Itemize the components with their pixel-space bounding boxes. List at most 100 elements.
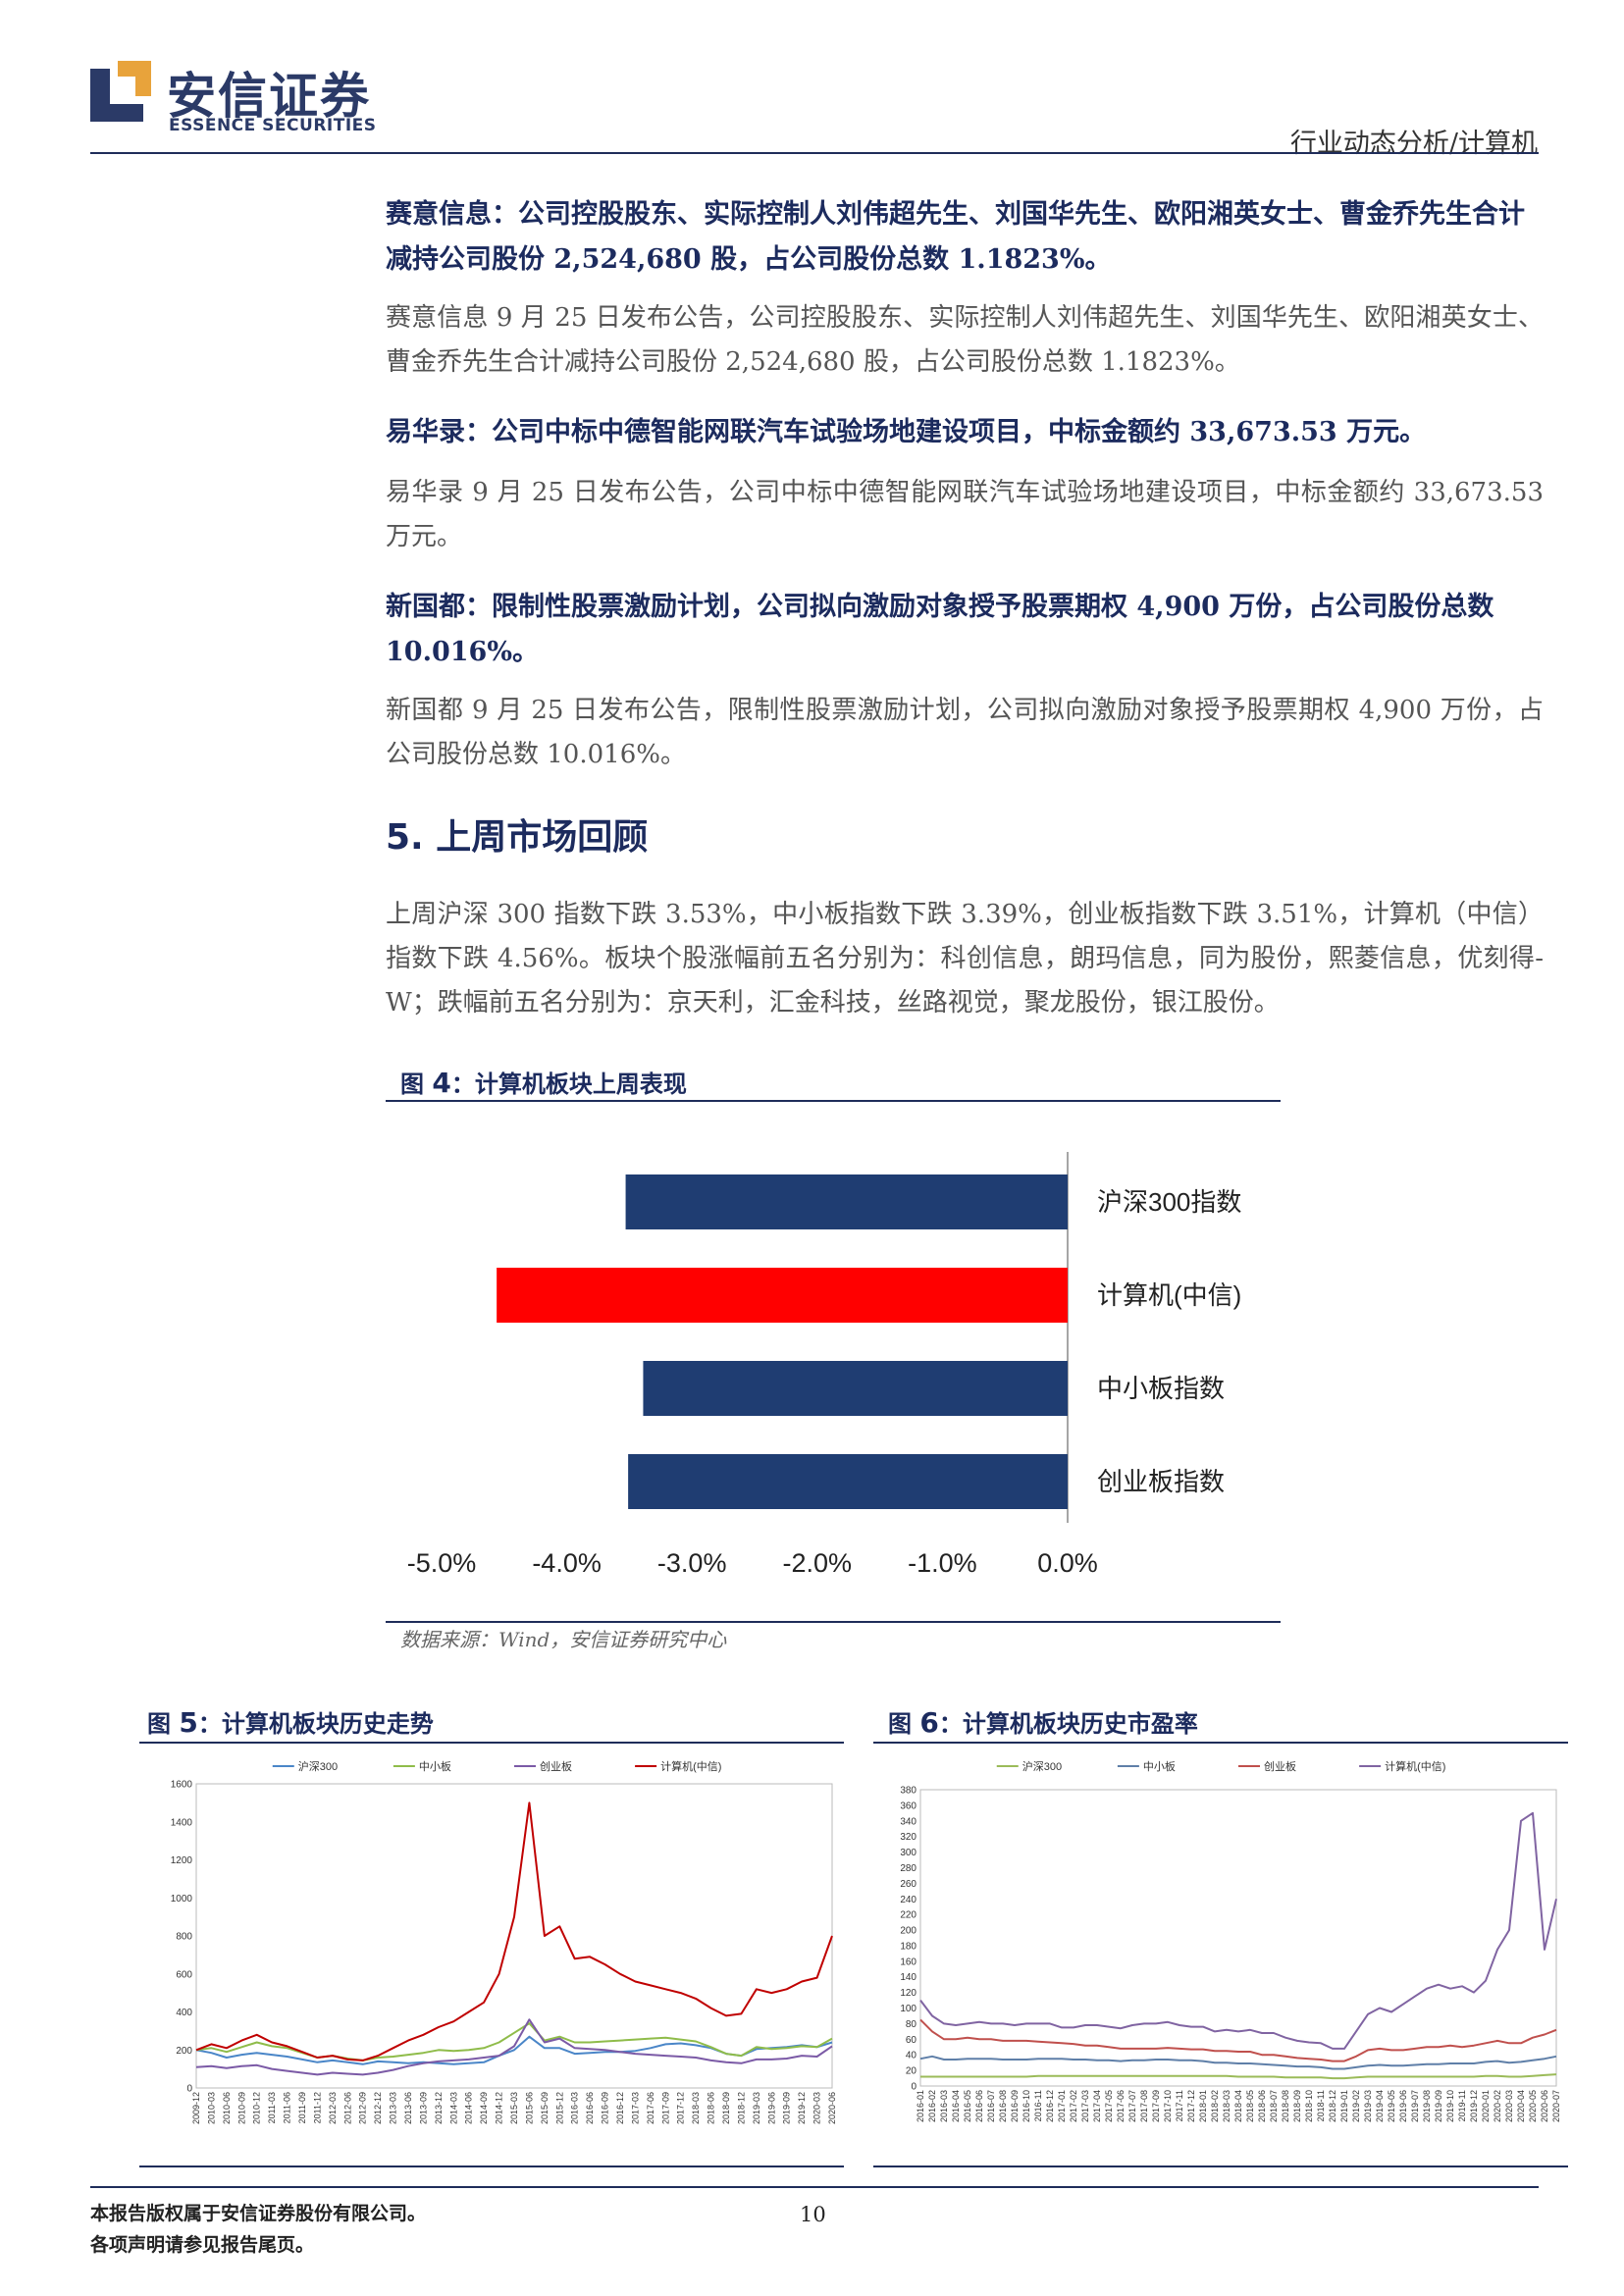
figure-6-line-chart: 沪深300 中小板 创业板 计算机(中信) 0 20 40 60 80 100 120 140 160 1… <box>900 1759 1561 2122</box>
x-tick-label: 2020-05 <box>1528 2090 1538 2122</box>
x-tick-label: 2017-06 <box>646 2092 655 2124</box>
y-tick-label: 1000 <box>171 1894 193 1905</box>
legend-label: 沪深300 <box>1022 1759 1062 1773</box>
figure-5-bottom-rule <box>139 2166 844 2167</box>
x-tick-label: 2014-03 <box>448 2092 458 2124</box>
y-tick-label: 240 <box>900 1895 917 1905</box>
x-tick-label: 2016-10 <box>1022 2090 1031 2122</box>
series-line-2 <box>919 2018 1557 2062</box>
x-tick-label: 2017-05 <box>1104 2090 1114 2122</box>
news-headline: 赛意信息：公司控股股东、实际控制人刘伟超先生、刘国华先生、欧阳湘英女士、曹金乔先… <box>386 199 1525 275</box>
bar-category-label: 创业板指数 <box>1097 1467 1225 1496</box>
logo-chinese-name: 安信证券 <box>167 68 371 125</box>
news-body: 易华录 9 月 25 日发布公告，公司中标中德智能网联汽车试验场地建设项目，中标… <box>386 478 1544 551</box>
legend-label: 计算机(中信) <box>1385 1759 1445 1773</box>
series-line-2 <box>195 2018 833 2076</box>
x-tick-label: 2019-02 <box>1351 2090 1361 2122</box>
x-tick-label: 2019-03 <box>1363 2090 1373 2122</box>
x-tick-label: 2012-09 <box>358 2092 368 2124</box>
x-tick-label: 2020-06 <box>827 2092 837 2124</box>
x-tick-label: 2019-12 <box>797 2092 807 2124</box>
x-tick-label: 2013-06 <box>403 2092 413 2124</box>
y-tick-label: 200 <box>900 1926 917 1937</box>
x-tick-label: -3.0% <box>657 1548 727 1578</box>
x-tick-label: 2016-06 <box>585 2092 595 2124</box>
bar-3 <box>628 1454 1068 1509</box>
plot-frame <box>919 1789 1557 2087</box>
bar-category-label: 中小板指数 <box>1097 1374 1225 1403</box>
x-tick-label: -4.0% <box>532 1548 602 1578</box>
figure-5-title: 图 5：计算机板块历史走势 <box>147 1704 434 1739</box>
x-tick-label: 2016-08 <box>998 2090 1008 2122</box>
footer-copyright: 本报告版权属于安信证券股份有限公司。 <box>90 2203 427 2224</box>
logo-english-name: ESSENCE SECURITIES <box>169 116 377 135</box>
x-tick-label: 2018-03 <box>691 2092 701 2124</box>
y-tick-label: 1600 <box>171 1780 193 1791</box>
x-tick-label: 2014-12 <box>495 2092 504 2124</box>
figure-6-bottom-rule <box>873 2166 1568 2167</box>
news-body: 赛意信息 9 月 25 日发布公告，公司控股股东、实际控制人刘伟超先生、刘国华先… <box>386 303 1544 377</box>
x-tick-label: 2020-02 <box>1493 2090 1502 2122</box>
legend-label: 计算机(中信) <box>660 1759 721 1773</box>
x-tick-label: 2019-10 <box>1445 2090 1455 2122</box>
series-line-0 <box>920 2073 1557 2080</box>
y-tick-label: 80 <box>906 2019 917 2030</box>
x-tick-label: -2.0% <box>783 1548 853 1578</box>
x-tick-label: 2017-12 <box>1186 2090 1196 2122</box>
figure-caption: ：计算机板块上周表现 <box>450 1070 687 1098</box>
x-tick-label: 2017-06 <box>1116 2090 1126 2122</box>
y-tick-label: 300 <box>900 1848 917 1858</box>
x-tick-label: 2018-03 <box>1222 2090 1231 2122</box>
section-title: 5. 上周市场回顾 <box>386 817 649 858</box>
legend-label: 创业板 <box>540 1759 572 1773</box>
legend-label: 中小板 <box>1143 1759 1176 1773</box>
x-tick-label: 2019-06 <box>766 2092 776 2124</box>
x-tick-label: 2016-09 <box>601 2092 610 2124</box>
x-tick-label: 2019-09 <box>1434 2090 1443 2122</box>
x-tick-label: 2011-06 <box>283 2092 292 2123</box>
figure-caption: ：计算机板块历史市盈率 <box>938 1710 1198 1738</box>
x-tick-label: -5.0% <box>407 1548 477 1578</box>
y-tick-label: 600 <box>176 1969 192 1980</box>
section-body: 上周沪深 300 指数下跌 3.53%，中小板指数下跌 3.39%，创业板指数下… <box>386 900 1544 1018</box>
x-tick-label: 2019-04 <box>1375 2090 1385 2122</box>
x-tick-label: 2018-05 <box>1245 2090 1255 2122</box>
news-headline: 新国都：限制性股票激励计划，公司拟向激励对象授予股票期权 4,900 万份，占公… <box>386 592 1494 667</box>
x-tick-label: 2019-03 <box>752 2092 761 2124</box>
x-tick-label: 2018-10 <box>1304 2090 1314 2122</box>
x-tick-label: 2020-01 <box>1481 2090 1491 2122</box>
figure-6-top-rule <box>873 1742 1568 1744</box>
y-tick-label: 180 <box>900 1941 917 1952</box>
logo-mark-icon <box>90 61 151 122</box>
y-tick-label: 260 <box>900 1879 917 1890</box>
x-tick-label: 2014-09 <box>479 2092 489 2124</box>
series-line-3 <box>195 1801 833 2061</box>
x-tick-label: 2018-09 <box>1292 2090 1302 2122</box>
y-tick-label: 20 <box>906 2066 917 2077</box>
x-tick-label: 2016-09 <box>1010 2090 1020 2122</box>
figure-4-source: 数据来源：Wind，安信证券研究中心 <box>400 1628 727 1651</box>
x-tick-label: 2018-01 <box>1198 2090 1208 2122</box>
y-tick-label: 320 <box>900 1832 917 1843</box>
x-tick-label: 2017-03 <box>630 2092 640 2124</box>
x-tick-label: 2019-01 <box>1339 2090 1349 2122</box>
x-tick-label: 2020-03 <box>1504 2090 1514 2122</box>
x-tick-label: 2016-05 <box>963 2090 972 2122</box>
x-tick-label: 2018-07 <box>1269 2090 1279 2122</box>
figure-number: 5 <box>179 1706 198 1739</box>
x-tick-label: 2016-11 <box>1033 2090 1043 2121</box>
page-number: 10 <box>800 2203 826 2226</box>
y-tick-label: 400 <box>176 2008 192 2018</box>
x-tick-label: 2016-07 <box>986 2090 996 2122</box>
figure-prefix: 图 <box>888 1710 912 1738</box>
x-tick-label: 2018-06 <box>707 2092 716 2124</box>
x-tick-label: 0.0% <box>1037 1548 1098 1578</box>
x-tick-label: 2020-06 <box>1540 2090 1549 2122</box>
footer-divider <box>90 2186 1539 2188</box>
x-tick-label: 2019-06 <box>1398 2090 1408 2122</box>
x-tick-label: 2011-09 <box>297 2092 307 2123</box>
x-tick-label: 2018-12 <box>1328 2090 1337 2122</box>
bar-0 <box>625 1174 1068 1229</box>
x-tick-label: 2013-12 <box>434 2092 444 2124</box>
y-tick-label: 0 <box>911 2082 917 2093</box>
